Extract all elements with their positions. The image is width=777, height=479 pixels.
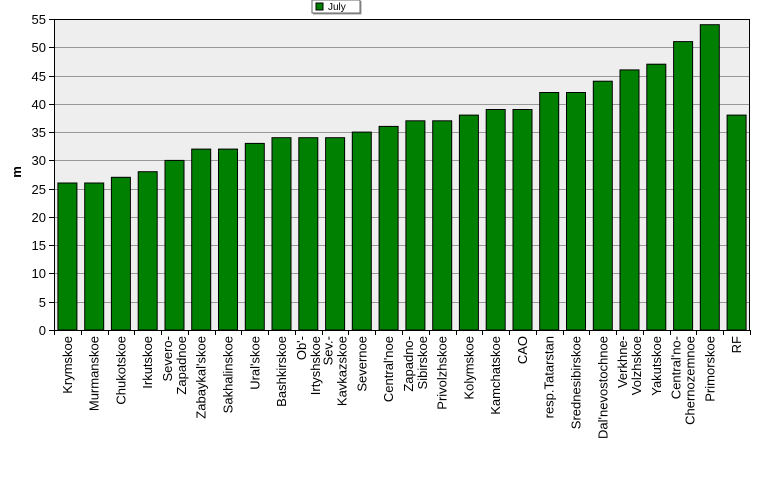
bar[interactable] [726,114,747,331]
bar[interactable] [673,41,694,331]
bar[interactable] [137,171,158,331]
bar[interactable] [619,69,640,331]
x-tick-label: RF [729,336,744,353]
x-tick-label: Kamchatskoe [488,336,503,415]
bar[interactable] [164,159,185,331]
x-tick-label: Krymskoe [60,336,75,394]
x-tick-label: Bashkirskoe [274,336,289,407]
y-tick-label: 25 [32,182,46,197]
x-tick-label: Zabaykal'skoe [194,336,209,419]
y-axis-title: m [9,166,24,178]
x-tick-label: Murmanskoe [87,336,102,411]
bar[interactable] [298,137,319,331]
x-tick-label: Severnoe [354,336,369,392]
legend-swatch [315,2,324,11]
y-tick-label: 10 [32,266,46,281]
plot-background [54,19,750,330]
bar[interactable] [699,24,720,331]
legend[interactable]: July [311,0,362,15]
x-tick-label: Ob'-Irtyshskoe [294,336,323,395]
y-tick-label: 35 [32,125,46,140]
bar[interactable] [351,131,372,331]
bar[interactable] [485,109,506,331]
x-tick-label: Irkutskoe [140,336,155,389]
x-tick-label: Central'no-Chernozemnoe [669,336,698,425]
bar[interactable] [512,109,533,331]
x-tick-label: Zapadno-Sibirskoe [401,336,430,392]
bar[interactable] [84,182,105,331]
bar[interactable] [244,142,265,331]
x-tick-label: Sev.-Kavkazskoe [321,336,350,406]
legend-label: July [328,2,346,13]
x-tick-label: CAO [515,336,530,364]
x-tick-label: Yakutskoe [649,336,664,396]
bar[interactable] [110,176,131,331]
bar[interactable] [592,80,613,331]
bar[interactable] [378,125,399,331]
y-tick-label: 40 [32,97,46,112]
bar[interactable] [271,137,292,331]
bar[interactable] [566,92,586,331]
x-tick-label: Kolymskoe [461,336,476,400]
y-tick-label: 15 [32,238,46,253]
bar[interactable] [57,182,78,331]
bar[interactable] [191,148,212,331]
bar[interactable] [432,120,453,331]
bar[interactable] [458,114,479,331]
bar[interactable] [405,120,426,331]
x-tick-label: Central'noe [381,336,396,402]
bar[interactable] [325,137,346,331]
y-tick-label: 30 [32,153,46,168]
legend-box [311,0,361,14]
y-tick-label: 0 [39,323,46,338]
x-tick-label: Primorskoe [702,336,717,402]
x-tick-label: Verkhne-Volzhskoe [615,336,644,395]
x-tick-label: Sakhalinskoe [221,336,236,413]
y-tick-label: 20 [32,210,46,225]
y-tick-label: 50 [32,40,46,55]
bar[interactable] [539,92,560,331]
bar[interactable] [218,148,238,331]
x-tick-label: Ural'skoe [247,336,262,390]
x-tick-label: Severo-Zapadnoe [160,336,189,395]
bar[interactable] [646,63,667,331]
x-tick-label: Srednesibirskoe [569,336,584,429]
y-axis: 0 5 10 15 20 25 30 35 40 45 50 55 [32,12,750,338]
x-tick-label: resp.Tatarstan [542,336,557,418]
x-tick-label: Chukotskoe [113,336,128,405]
x-tick-label: Privolzhskoe [435,336,450,410]
x-axis: Krymskoe Murmanskoe Chukotskoe Irkutskoe Sev… [54,330,751,439]
bars [57,24,747,331]
y-tick-label: 55 [32,12,46,27]
y-tick-label: 5 [39,295,46,310]
y-tick-label: 45 [32,69,46,84]
x-tick-label: Dal'nevostochnoe [595,336,610,439]
